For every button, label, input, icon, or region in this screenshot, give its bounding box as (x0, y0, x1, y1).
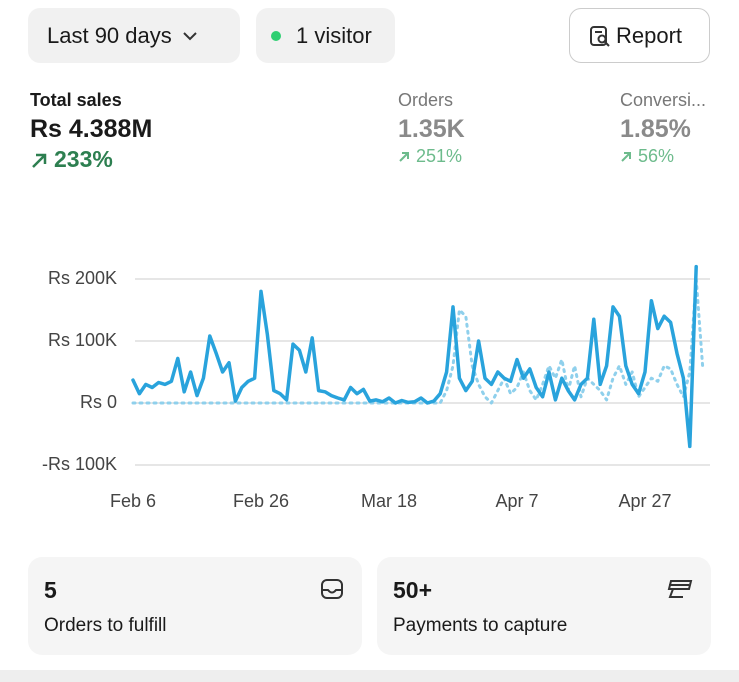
metric-total-sales: Total sales Rs 4.388M 233% (30, 90, 152, 173)
metric-value: 1.85% (620, 115, 691, 143)
up-arrow (621, 151, 631, 162)
metric-label: Orders (398, 90, 454, 110)
up-arrow (32, 153, 47, 168)
sales-chart: Rs 200K Rs 100K Rs 0 -Rs 100K Feb 6 Feb 26 Mar… (42, 264, 710, 511)
metric-change-text: 251% (416, 146, 463, 166)
up-arrow (399, 151, 409, 162)
date-filter-text: Last 90 days (47, 22, 172, 48)
metric-value: Rs 4.388M (30, 115, 153, 143)
report-text: Report (616, 22, 683, 48)
report-icon (590, 25, 610, 47)
metric-orders: Orders 1.35K 251% (398, 90, 465, 167)
visitors-text: 1 visitor (296, 22, 372, 48)
x-tick-label: Apr 27 (618, 491, 671, 511)
metric-label: Conversi... (620, 90, 707, 110)
inbox-icon (321, 579, 343, 599)
x-tick-label: Apr 7 (495, 491, 538, 511)
metric-value: 1.35K (398, 115, 465, 143)
date-filter[interactable]: Last 90 days (28, 8, 240, 63)
report-button[interactable]: Report (569, 8, 710, 63)
metric-change: 56% (620, 146, 706, 167)
metric-change: 251% (398, 146, 465, 167)
x-tick-label: Mar 18 (361, 491, 417, 511)
y-tick-label: Rs 0 (80, 392, 117, 412)
series-line (131, 264, 698, 449)
y-tick-label: -Rs 100K (42, 454, 117, 474)
metric-change-text: 56% (638, 146, 675, 166)
cash-icon (667, 580, 693, 598)
x-tick-label: Feb 26 (233, 491, 289, 511)
card-value: 5 (44, 577, 57, 603)
metric-conversion: Conversi... 1.85% 56% (620, 90, 706, 167)
card-label: Orders to fulfill (44, 615, 167, 636)
card-label: Payments to capture (393, 615, 568, 636)
y-tick-label: Rs 100K (48, 330, 117, 350)
y-tick-label: Rs 200K (48, 268, 117, 288)
card-value: 50+ (393, 577, 433, 603)
metric-change-text: 233% (54, 146, 113, 172)
metric-label: Total sales (30, 90, 122, 110)
bottom-strip (0, 670, 739, 682)
metric-change: 233% (30, 146, 152, 173)
chevron (183, 31, 197, 40)
card-payments[interactable]: 50+ Payments to capture (377, 557, 711, 655)
visitors[interactable]: 1 visitor (256, 8, 395, 63)
x-tick-label: Feb 6 (110, 491, 156, 511)
live-dot (271, 30, 281, 41)
card-orders[interactable]: 5 Orders to fulfill (28, 557, 362, 655)
